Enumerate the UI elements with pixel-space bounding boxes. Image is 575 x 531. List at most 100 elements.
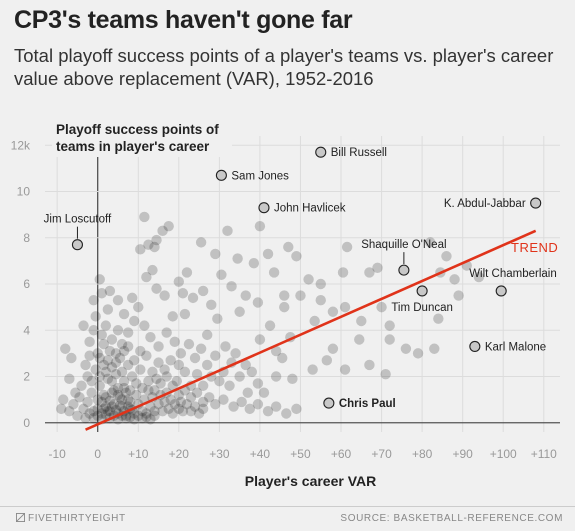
data-point bbox=[90, 364, 101, 375]
data-point bbox=[96, 329, 107, 341]
data-point bbox=[252, 378, 264, 389]
data-point bbox=[120, 412, 132, 424]
x-tick-labels: -10 0 +10 +20 +30 +40 +50 +60 +70 +80 +90 +100 +110 bbox=[48, 447, 557, 461]
data-point bbox=[159, 396, 170, 408]
data-point bbox=[449, 274, 460, 285]
x-tick-label: +80 bbox=[412, 447, 433, 461]
data-point bbox=[230, 348, 241, 359]
x-tick-label: 0 bbox=[94, 447, 101, 461]
data-point bbox=[453, 290, 464, 301]
data-point bbox=[262, 405, 274, 417]
data-point bbox=[80, 412, 91, 424]
data-point bbox=[143, 239, 154, 250]
trend-line: TREND bbox=[85, 229, 558, 431]
data-point bbox=[412, 348, 424, 359]
x-tick-label: +30 bbox=[209, 447, 230, 461]
data-point bbox=[149, 405, 160, 417]
data-point bbox=[60, 343, 71, 354]
data-point bbox=[228, 401, 239, 412]
data-point bbox=[122, 359, 134, 371]
data-point bbox=[106, 401, 118, 412]
highlighted-point bbox=[495, 285, 507, 297]
data-point bbox=[88, 294, 99, 306]
data-point bbox=[145, 414, 156, 425]
data-point bbox=[84, 336, 95, 348]
data-point bbox=[206, 299, 217, 311]
data-point bbox=[283, 241, 294, 253]
data-point bbox=[224, 380, 235, 391]
data-point bbox=[94, 274, 105, 285]
data-point bbox=[104, 345, 116, 357]
data-point bbox=[90, 311, 101, 322]
data-point bbox=[321, 355, 333, 366]
x-tick-label: +110 bbox=[531, 447, 557, 461]
data-point bbox=[179, 366, 191, 378]
y-tick-label: 0 bbox=[23, 416, 30, 430]
data-point bbox=[112, 325, 124, 336]
x-tick-label: +50 bbox=[290, 447, 311, 461]
data-point bbox=[98, 403, 109, 415]
y-axis-header: Playoff success points of teams in player… bbox=[52, 119, 232, 157]
data-point bbox=[173, 359, 185, 371]
data-point bbox=[291, 251, 302, 262]
data-point bbox=[197, 403, 209, 415]
data-point bbox=[315, 278, 326, 290]
data-point bbox=[72, 410, 83, 422]
data-point bbox=[216, 269, 227, 280]
chart-title: CP3's teams haven't gone far bbox=[14, 6, 353, 34]
data-point bbox=[149, 241, 160, 253]
data-point bbox=[104, 285, 116, 297]
data-point bbox=[110, 404, 122, 416]
data-point bbox=[141, 271, 152, 283]
data-point bbox=[191, 387, 203, 398]
data-point bbox=[102, 304, 114, 315]
data-point bbox=[118, 375, 130, 387]
highlighted-point bbox=[315, 146, 327, 158]
data-point bbox=[258, 387, 270, 398]
y-tick-label: 4 bbox=[23, 323, 30, 337]
data-point bbox=[197, 396, 209, 408]
data-point bbox=[74, 392, 85, 403]
data-point bbox=[157, 225, 168, 237]
data-point bbox=[240, 290, 251, 301]
data-point bbox=[118, 382, 130, 394]
data-point bbox=[94, 371, 105, 382]
point-label: John Havlicek bbox=[274, 203, 346, 215]
highlighted-point bbox=[530, 197, 542, 209]
data-point bbox=[159, 364, 170, 375]
data-point bbox=[122, 341, 134, 352]
y-tick-label: 2 bbox=[23, 370, 30, 384]
data-point bbox=[400, 343, 412, 354]
data-point bbox=[135, 345, 146, 357]
data-point bbox=[58, 394, 69, 405]
data-point bbox=[167, 311, 178, 322]
point-label: K. Abdul-Jabbar bbox=[444, 198, 526, 210]
data-point bbox=[56, 403, 67, 415]
data-point bbox=[295, 290, 306, 301]
data-point bbox=[129, 414, 140, 425]
data-point bbox=[161, 327, 172, 338]
point-label: Karl Malone bbox=[485, 341, 546, 353]
grid-lines bbox=[45, 136, 560, 432]
data-point bbox=[94, 352, 105, 364]
data-point bbox=[88, 412, 99, 424]
data-point bbox=[141, 350, 152, 361]
y-axis-header-line: Playoff success points of bbox=[56, 122, 219, 137]
data-point bbox=[163, 220, 174, 232]
data-point bbox=[183, 338, 195, 350]
scatter-chart: -10 0 +10 +20 +30 +40 +50 +60 +70 +80 +90 +100 +110 … bbox=[10, 119, 560, 489]
data-point bbox=[270, 371, 282, 382]
data-point bbox=[68, 399, 79, 410]
y-axis-header-line: teams in player's career bbox=[56, 139, 210, 154]
data-point bbox=[110, 348, 122, 359]
data-point bbox=[141, 411, 152, 423]
data-point bbox=[252, 297, 264, 308]
data-point bbox=[137, 382, 148, 394]
data-point bbox=[354, 334, 365, 345]
data-point bbox=[110, 357, 122, 368]
data-point bbox=[116, 394, 128, 405]
data-point bbox=[114, 352, 126, 364]
data-point bbox=[169, 336, 180, 348]
data-point bbox=[151, 373, 162, 385]
x-tick-label: +10 bbox=[128, 447, 149, 461]
